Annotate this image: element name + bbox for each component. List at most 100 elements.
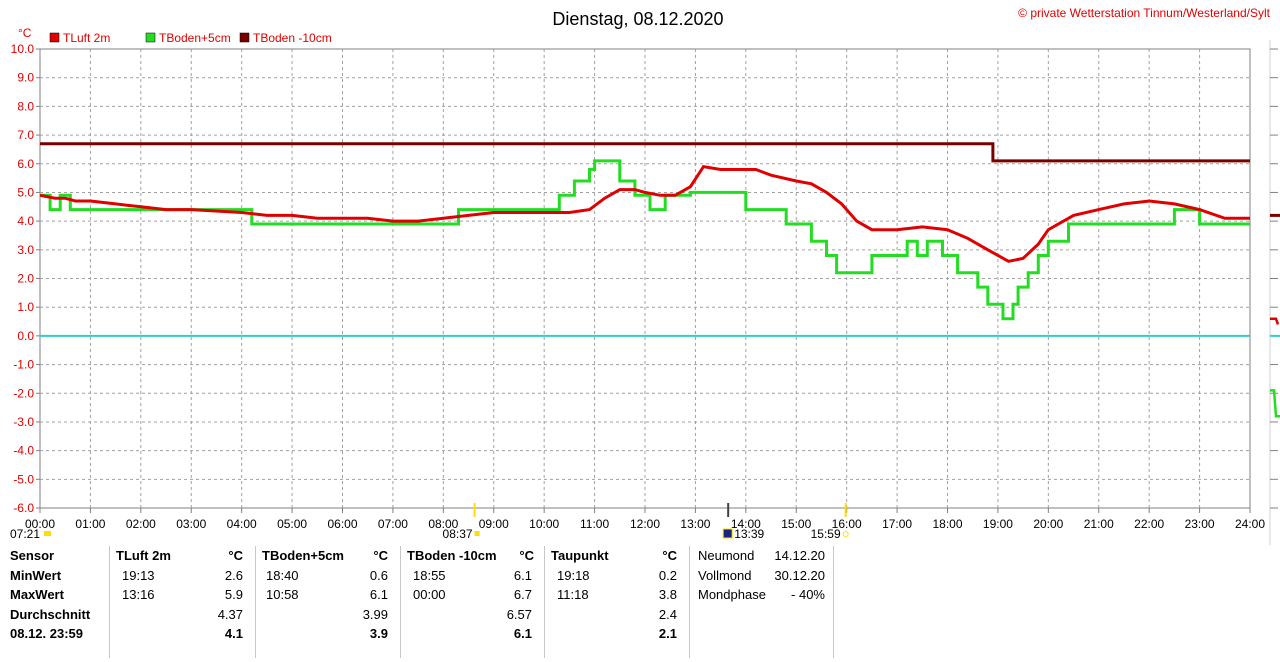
- y-axis-unit: °C: [18, 26, 32, 40]
- y-tick-label: 1.0: [17, 300, 34, 314]
- y-tick-label: -4.0: [13, 444, 34, 458]
- series-line-0: [39, 164, 1250, 263]
- x-tick-label: 14:00: [731, 517, 761, 531]
- taupunkt-avg-value: 2.4: [658, 606, 677, 622]
- series-line-1: [40, 159, 1250, 321]
- tluft-unit: °C: [228, 548, 243, 563]
- taupunkt-unit: °C: [662, 548, 677, 563]
- chart-grid: [40, 49, 1250, 508]
- x-tick-label: 01:00: [75, 517, 105, 531]
- tboden5-min-value: 0.6: [369, 567, 388, 583]
- x-tick-label: 10:00: [529, 517, 559, 531]
- x-tick-label: 03:00: [176, 517, 206, 531]
- mondphase-row: Mondphase - 40%: [690, 585, 833, 605]
- tboden5-header: TBoden+5cm °C: [256, 546, 400, 566]
- neumond-row: Neumond 14.12.20: [690, 546, 833, 566]
- tboden5-table: TBoden+5cm °C 18:40 0.6 10:58 6.1 3.99 3…: [256, 546, 401, 658]
- tboden10-current-value: 6.1: [513, 626, 532, 641]
- tluft-min-time: 19:13: [122, 567, 155, 583]
- tluft-header-label: TLuft 2m: [116, 548, 171, 563]
- tluft-max-time: 13:16: [122, 587, 155, 602]
- taupunkt-min-value: 0.2: [658, 567, 677, 583]
- y-tick-label: 3.0: [17, 243, 34, 257]
- legend-label: TBoden+5cm: [159, 31, 231, 45]
- tboden10-current-row: 6.1: [401, 624, 544, 644]
- sun-dot-marker: [474, 531, 480, 536]
- temperature-chart: Dienstag, 08.12.2020 © private Wettersta…: [10, 6, 1280, 545]
- x-tick-label: 19:00: [983, 517, 1013, 531]
- tboden10-unit: °C: [519, 548, 534, 563]
- sun-markers: 07:21 08:37 13:39 15:59: [10, 503, 849, 541]
- mondphase-label: Mondphase: [698, 587, 766, 602]
- vollmond-row: Vollmond 30.12.20: [690, 566, 833, 586]
- tboden5-current-value: 3.9: [369, 626, 388, 641]
- tboden10-table: TBoden -10cm °C 18:55 6.1 00:00 6.7 6.57…: [401, 546, 545, 658]
- sunset-marker: [842, 531, 849, 537]
- neumond-label: Neumond: [698, 548, 755, 563]
- x-tick-label: 06:00: [327, 517, 357, 531]
- tboden10-min-time: 18:55: [413, 567, 446, 583]
- tboden10-avg-row: 6.57: [401, 605, 544, 625]
- series-line-2: [40, 142, 1250, 163]
- x-tick-label: 00:00: [25, 517, 55, 531]
- y-tick-label: -3.0: [13, 415, 34, 429]
- neumond-date: 14.12.20: [774, 548, 825, 563]
- tboden5-header-label: TBoden+5cm: [262, 548, 344, 563]
- x-tick-label: 18:00: [932, 517, 962, 531]
- tboden5-max-time: 10:58: [266, 587, 299, 602]
- tboden5-min-time: 18:40: [266, 567, 299, 583]
- y-tick-label: 5.0: [17, 185, 34, 199]
- y-tick-label: -6.0: [13, 501, 34, 515]
- y-axis: 10.0 9.0 8.0 7.0 6.0 5.0 4.0 3.0 2.0 1.0 0.0 -1.0 -2…: [11, 42, 40, 515]
- legend-swatch: [239, 32, 250, 43]
- tluft-avg-value: 4.37: [217, 606, 243, 622]
- tluft-current-row: 4.1: [110, 624, 255, 644]
- x-tick-label: 08:00: [428, 517, 458, 531]
- x-tick-label: 16:00: [832, 517, 862, 531]
- tluft-avg-row: 4.37: [110, 605, 255, 625]
- minwert-label: MinWert: [10, 567, 62, 583]
- tboden5-avg-value: 3.99: [362, 606, 388, 622]
- taupunkt-max-value: 3.8: [658, 587, 677, 602]
- tluft-table: TLuft 2m °C 19:13 2.6 13:16 5.9 4.37 4.1: [110, 546, 256, 658]
- current-timestamp-label: 08.12. 23:59: [10, 626, 84, 641]
- x-tick-label: 02:00: [126, 517, 156, 531]
- legend-label: TBoden -10cm: [253, 31, 332, 45]
- y-tick-label: -5.0: [13, 472, 34, 486]
- chart-series: [39, 142, 1250, 337]
- x-tick-label: 04:00: [227, 517, 257, 531]
- x-tick-label: 22:00: [1134, 517, 1164, 531]
- legend-swatch: [145, 32, 156, 43]
- y-tick-label: 10.0: [11, 42, 35, 56]
- x-tick-label: 15:00: [781, 517, 811, 531]
- maxwert-label-row: MaxWert: [4, 585, 109, 605]
- tluft-max-row: 13:16 5.9: [110, 585, 255, 605]
- legend-swatch: [49, 32, 60, 43]
- copyright-text: © private Wetterstation Tinnum/Westerlan…: [1018, 6, 1271, 20]
- tboden10-max-value: 6.7: [513, 587, 532, 602]
- sensor-header-label: Sensor: [10, 548, 55, 563]
- right-panel-tluft-stub: [1270, 317, 1280, 325]
- x-tick-label: 17:00: [882, 517, 912, 531]
- tboden10-avg-value: 6.57: [506, 606, 532, 622]
- tluft-header: TLuft 2m °C: [110, 546, 255, 566]
- taupunkt-avg-row: 2.4: [545, 605, 689, 625]
- y-tick-label: -1.0: [13, 358, 34, 372]
- noon-time-label: 13:39: [734, 527, 764, 541]
- sunset-time-label: 15:59: [811, 527, 841, 541]
- x-tick-label: 05:00: [277, 517, 307, 531]
- y-tick-label: 0.0: [17, 329, 34, 343]
- vollmond-date: 30.12.20: [774, 567, 825, 583]
- durchschnitt-label: Durchschnitt: [10, 606, 91, 622]
- y-tick-label: 7.0: [17, 128, 34, 142]
- x-tick-label: 13:00: [680, 517, 710, 531]
- taupunkt-min-time: 19:18: [557, 567, 590, 583]
- x-tick-label: 21:00: [1084, 517, 1114, 531]
- durchschnitt-label-row: Durchschnitt: [4, 605, 109, 625]
- tboden10-header-label: TBoden -10cm: [407, 548, 497, 563]
- x-tick-label: 12:00: [630, 517, 660, 531]
- tboden5-max-row: 10:58 6.1: [256, 585, 400, 605]
- tboden5-current-row: 3.9: [256, 624, 400, 644]
- taupunkt-max-time: 11:18: [557, 587, 589, 602]
- sun-time-label: 08:37: [443, 527, 473, 541]
